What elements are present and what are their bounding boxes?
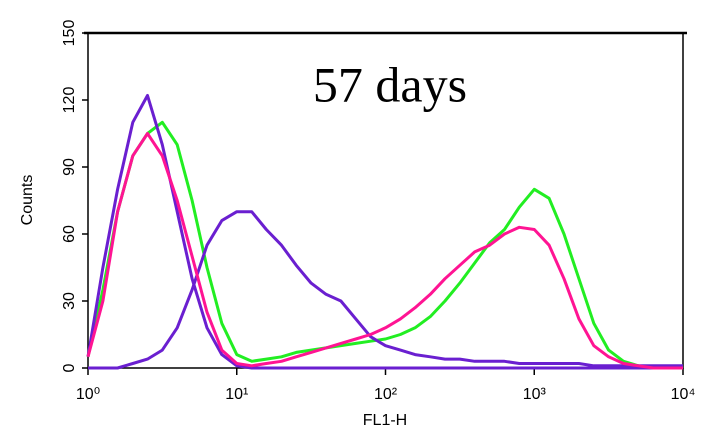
x-axis-label: FL1-H [363, 412, 407, 429]
series-line [86, 132, 683, 370]
y-tick-label: 30 [61, 292, 78, 310]
x-tick-label: 10⁰ [76, 386, 100, 403]
y-tick-label: 60 [61, 225, 78, 243]
y-tick-label: 90 [61, 158, 78, 176]
y-tick-label: 120 [61, 87, 78, 114]
y-tick-label: 0 [61, 363, 78, 372]
x-tick-label: 10² [374, 386, 398, 403]
annotation: 57 days [313, 56, 467, 112]
y-tick-label: 150 [61, 20, 78, 47]
x-tick-label: 10⁴ [671, 386, 696, 403]
series-line [86, 94, 683, 370]
x-tick-label: 10³ [523, 386, 547, 403]
series-line [86, 120, 683, 370]
y-axis-label: Counts [19, 175, 36, 226]
series-line [88, 210, 683, 370]
x-tick-label: 10¹ [225, 386, 248, 403]
